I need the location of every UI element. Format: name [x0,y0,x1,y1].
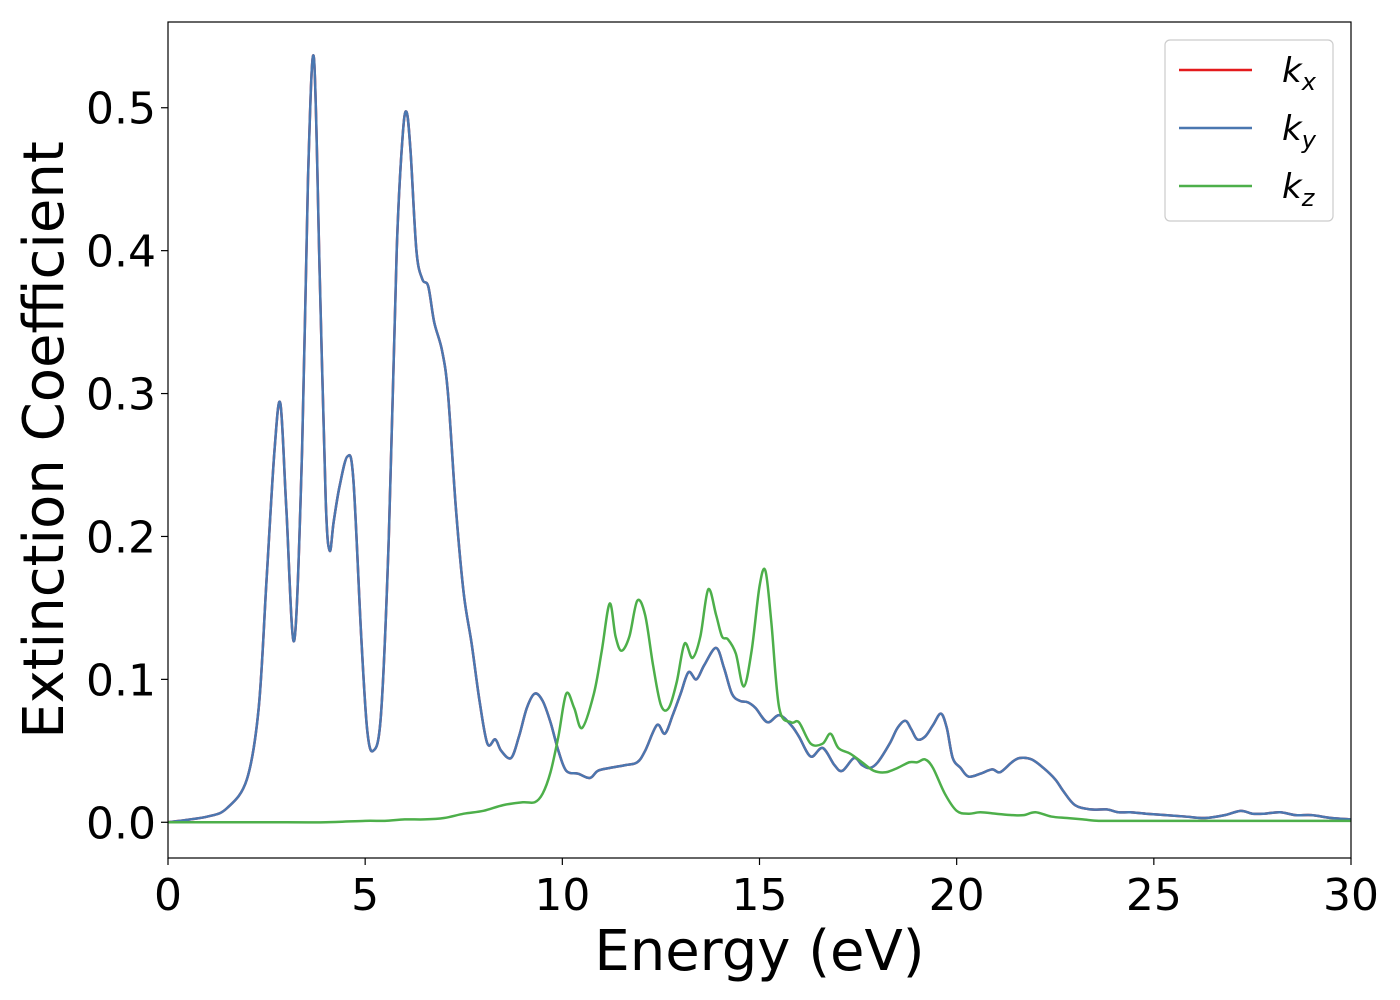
y-tick-label: 0.0 [86,798,156,849]
x-tick-label: 5 [351,870,379,921]
legend-box [1164,39,1334,222]
y-tick-label: 0.5 [86,84,156,135]
x-axis-ticks: 0 5 10 15 20 25 30 [154,858,1379,921]
legend-label-ky: ky [1282,109,1317,154]
legend-label-kz: kz [1282,167,1316,212]
x-tick-label: 30 [1323,870,1379,921]
y-axis-title: Extinction Coefficient [12,141,77,739]
x-tick-label: 10 [534,870,590,921]
y-axis-ticks: 0.0 0.1 0.2 0.3 0.4 0.5 [86,84,168,849]
series-line-kz [168,567,1351,824]
legend-label-kx: kx [1282,51,1317,96]
legend: kx ky kz [1164,39,1334,222]
x-tick-label: 15 [732,870,788,921]
y-tick-label: 0.2 [86,512,156,563]
y-tick-label: 0.1 [86,655,156,706]
x-tick-label: 25 [1126,870,1182,921]
series-layer [167,54,1352,824]
x-axis-title: Energy (eV) [594,919,924,984]
x-tick-label: 0 [154,870,182,921]
series-line-ky [167,54,1352,824]
y-tick-label: 0.4 [86,227,156,278]
y-tick-label: 0.3 [86,370,156,421]
x-tick-label: 20 [929,870,985,921]
